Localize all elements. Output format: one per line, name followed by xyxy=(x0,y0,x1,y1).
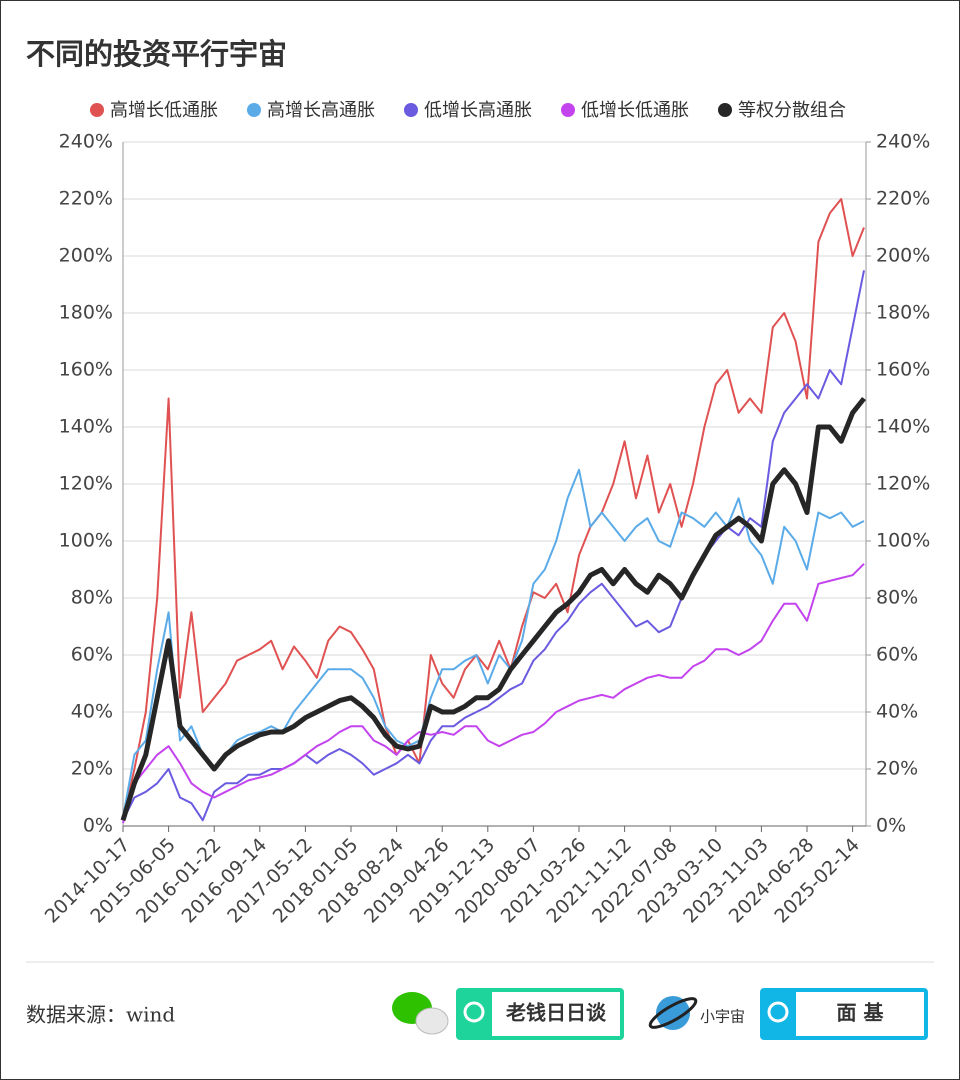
y-tick-label: 120% xyxy=(59,473,113,495)
y-tick-label: 40% xyxy=(71,701,113,723)
source: 数据来源：wind xyxy=(26,1003,175,1027)
legend-marker xyxy=(404,103,418,117)
y-tick-label: 200% xyxy=(59,245,113,267)
y2-tick-label: 60% xyxy=(876,644,918,666)
y2-tick-label: 80% xyxy=(876,587,918,609)
y-tick-label: 220% xyxy=(59,188,113,210)
brand-inner xyxy=(796,992,924,1036)
legend-marker xyxy=(247,103,261,117)
y-tick-label: 80% xyxy=(71,587,113,609)
y2-tick-label: 240% xyxy=(876,131,930,153)
legend-marker xyxy=(90,103,104,117)
wechat-icon xyxy=(392,992,449,1035)
y-tick-label: 240% xyxy=(59,131,113,153)
legend-label: 低增长高通胀 xyxy=(424,100,532,121)
series-line xyxy=(122,468,865,818)
legend-label: 等权分散组合 xyxy=(738,100,846,121)
y-tick-label: 0% xyxy=(83,815,113,837)
y-tick-label: 100% xyxy=(59,530,113,552)
legend-label: 低增长低通胀 xyxy=(581,100,689,121)
series-line xyxy=(120,396,866,822)
y2-tick-label: 20% xyxy=(876,758,918,780)
y2-tick-label: 180% xyxy=(876,302,930,324)
y2-tick-label: 160% xyxy=(876,359,930,381)
brand-name: 老钱日日谈 xyxy=(506,1001,607,1025)
legend-marker xyxy=(561,103,575,117)
series-line xyxy=(122,270,865,822)
series-line xyxy=(122,563,865,824)
y-tick-label: 160% xyxy=(59,359,113,381)
y2-tick-label: 40% xyxy=(876,701,918,723)
y-tick-label: 180% xyxy=(59,302,113,324)
planet-icon xyxy=(648,996,698,1030)
y2-tick-label: 220% xyxy=(876,188,930,210)
y2-tick-label: 120% xyxy=(876,473,930,495)
y2-tick-label: 200% xyxy=(876,245,930,267)
y-tick-label: 140% xyxy=(59,416,113,438)
legend-label: 高增长高通胀 xyxy=(267,100,375,121)
search-icon xyxy=(767,1001,789,1023)
y2-tick-label: 100% xyxy=(876,530,930,552)
y-tick-label: 60% xyxy=(71,644,113,666)
y2-tick-label: 140% xyxy=(876,416,930,438)
search-icon xyxy=(463,1001,485,1023)
legend-label: 高增长低通胀 xyxy=(110,100,218,121)
brand-name: 小宇宙 xyxy=(700,1008,745,1026)
chart-title: 不同的投资平行宇宙 xyxy=(26,37,287,71)
brand-name: 面 基 xyxy=(837,1001,885,1025)
legend-marker xyxy=(718,103,732,117)
y-tick-label: 20% xyxy=(71,758,113,780)
series-line xyxy=(122,198,865,821)
brand-inner xyxy=(492,992,620,1036)
y2-tick-label: 0% xyxy=(876,815,906,837)
